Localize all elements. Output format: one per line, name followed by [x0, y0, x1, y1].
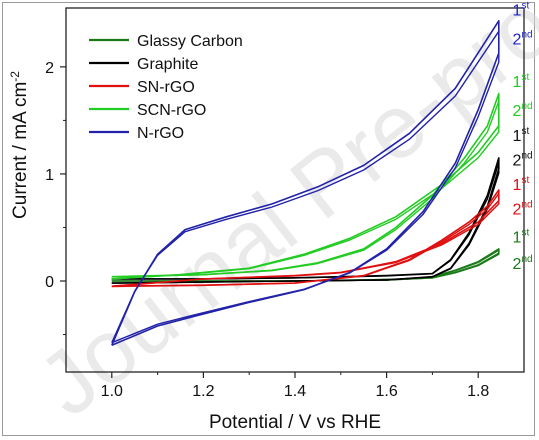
cycle-label-suffix: st: [521, 0, 529, 11]
cycle-label-suffix: nd: [521, 254, 532, 265]
cycle-label-number: 2: [513, 152, 522, 169]
axis-layer: 1.0 1.2 1.4 1.6 1.8 0 1 2: [45, 60, 489, 400]
cycle-label-suffix: nd: [521, 200, 532, 211]
cycle-label-suffix: nd: [521, 150, 532, 161]
y-tick-label: 0: [45, 274, 54, 291]
cycle-label: 1st: [513, 126, 530, 145]
legend-label: SCN-rGO: [137, 102, 206, 119]
cycle-label-number: 1: [513, 229, 522, 246]
legend: Glassy Carbon Graphite SN-rGO SCN-rGO N-rGO: [89, 33, 243, 142]
cycle-label-number: 1: [513, 2, 522, 19]
cycle-label: 2nd: [513, 200, 533, 219]
y-axis-title-sup: -2: [8, 71, 22, 82]
cycle-label-number: 2: [513, 31, 522, 48]
cycle-label: 1st: [513, 72, 530, 91]
cycle-label-suffix: st: [521, 175, 529, 186]
cycle-label: 2nd: [513, 150, 533, 169]
cycle-label-suffix: st: [521, 72, 529, 83]
x-tick-label: 1.4: [284, 383, 306, 400]
cycle-label-number: 1: [513, 74, 522, 91]
cycle-label: 1st: [513, 0, 530, 19]
cycle-label-number: 2: [513, 256, 522, 273]
x-tick-label: 1.2: [192, 383, 214, 400]
cycle-label: 2nd: [513, 29, 533, 48]
cycle-label-suffix: st: [521, 227, 529, 238]
cycle-label-suffix: st: [521, 126, 529, 137]
y-tick-label: 1: [45, 167, 54, 184]
y-axis-title: Current / mA cm-2: [8, 71, 31, 219]
y-tick-label: 2: [45, 60, 54, 77]
x-tick-label: 1.8: [467, 383, 489, 400]
cycle-label-suffix: nd: [521, 101, 532, 112]
x-tick-label: 1.0: [101, 383, 123, 400]
watermark-text: Journal Pre-proof: [21, 0, 539, 436]
y-axis-title-main: Current / mA cm: [10, 82, 31, 219]
series-line-graphite-cycle2: [111, 162, 500, 284]
legend-label: SN-rGO: [137, 79, 195, 96]
series-line-scn-rgo-cycle2: [111, 100, 500, 280]
cycle-label-number: 1: [513, 128, 522, 145]
cycle-label: 2nd: [513, 101, 533, 120]
series-layer: [111, 19, 500, 346]
cycle-label-number: 2: [513, 103, 522, 120]
legend-label: Glassy Carbon: [137, 33, 243, 50]
legend-label: Graphite: [137, 56, 198, 73]
cycle-label: 2nd: [513, 254, 533, 273]
cycle-label-suffix: nd: [521, 29, 532, 40]
x-axis-title: Potential / V vs RHE: [209, 412, 381, 433]
cycle-label: 1st: [513, 175, 530, 194]
cycle-label-number: 2: [513, 202, 522, 219]
cycle-label: 1st: [513, 227, 530, 246]
legend-label: N-rGO: [137, 125, 184, 142]
figure-frame: [2, 2, 535, 436]
cycle-label-number: 1: [513, 177, 522, 194]
series-line-n-rgo-cycle2: [111, 30, 500, 344]
x-tick-label: 1.6: [375, 383, 397, 400]
series-line-sn-rgo-cycle2: [111, 192, 500, 287]
